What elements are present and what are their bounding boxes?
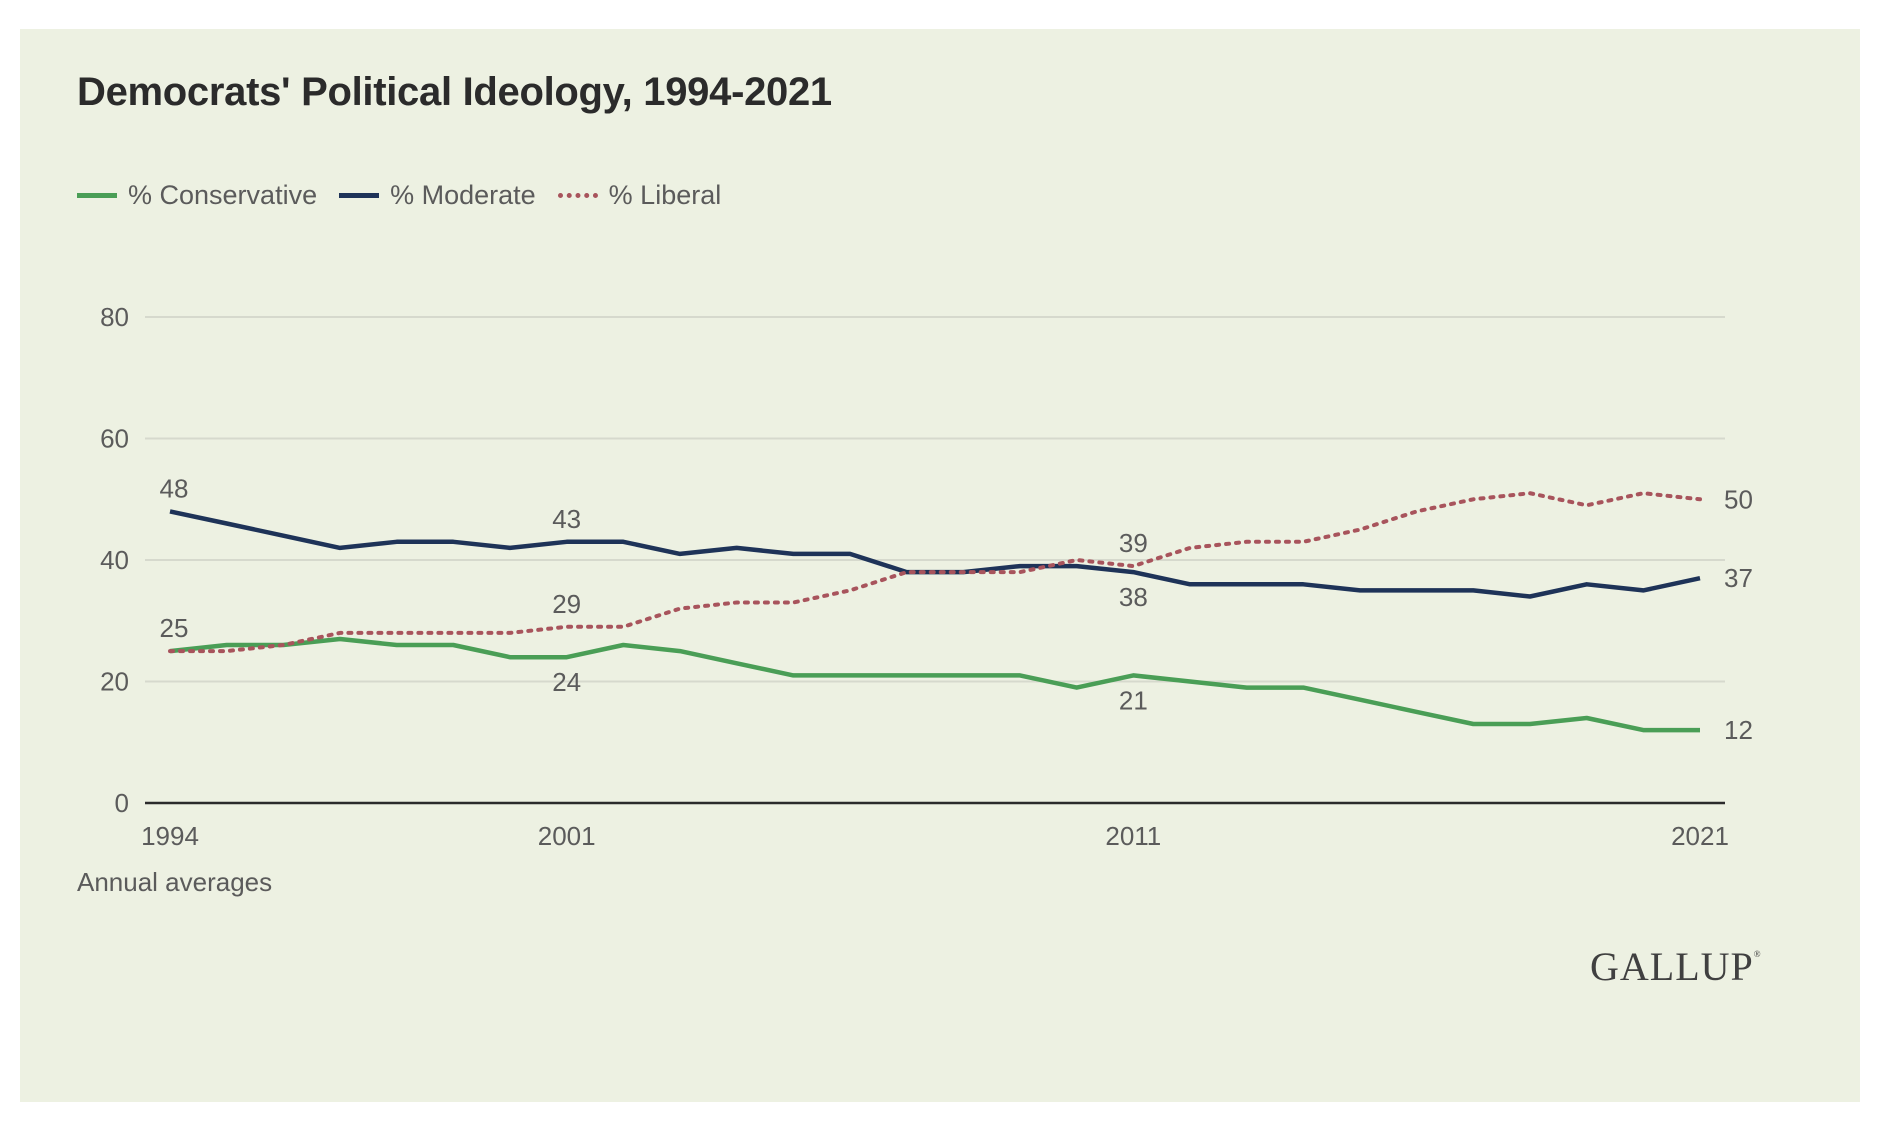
registered-mark: ®: [1753, 949, 1762, 959]
gallup-logo-text: GALLUP: [1590, 944, 1754, 989]
legend-swatch-moderate: [339, 193, 380, 198]
legend-item-liberal: % Liberal: [557, 180, 722, 211]
data-label-moderate-1994: 48: [160, 473, 189, 503]
legend-label-conservative: % Conservative: [128, 180, 318, 210]
legend-swatch-conservative: [77, 193, 117, 198]
legend-label-liberal: % Liberal: [608, 180, 722, 210]
legend: % Conservative % Moderate % Liberal: [77, 180, 743, 211]
chart-note: Annual averages: [77, 867, 273, 897]
data-label-conservative-1994: 25: [160, 613, 189, 643]
data-label-moderate-2021: 37: [1724, 563, 1753, 593]
data-label-liberal-2011: 39: [1119, 528, 1148, 558]
legend-item-conservative: % Conservative: [77, 180, 317, 211]
series-line-conservative: [169, 636, 1700, 733]
data-label-liberal-2001: 29: [552, 589, 581, 619]
chart-title: Democrats' Political Ideology, 1994-2021: [77, 70, 832, 114]
data-label-conservative-2001: 24: [552, 667, 581, 697]
data-label-moderate-2001: 43: [552, 504, 581, 534]
data-label-conservative-2021: 12: [1724, 715, 1753, 745]
data-label-conservative-2011: 21: [1119, 685, 1148, 715]
legend-item-moderate: % Moderate: [339, 180, 536, 211]
y-tick-label-60: 60: [100, 424, 129, 454]
series-line-moderate: [169, 509, 1701, 599]
x-tick-label-1994: 1994: [141, 821, 199, 851]
x-tick-label-2011: 2011: [1105, 821, 1161, 851]
gallup-logo: GALLUP®: [1590, 943, 1762, 990]
y-tick-label-20: 20: [100, 667, 129, 697]
data-labels: 25 24 21 12 48 43 38 37 29 39 50: [160, 473, 1753, 745]
data-label-liberal-2021: 50: [1724, 484, 1753, 514]
y-tick-label-40: 40: [100, 545, 129, 575]
chart-card: [20, 29, 1860, 1102]
legend-label-moderate: % Moderate: [390, 180, 536, 210]
data-label-moderate-2011: 38: [1119, 582, 1148, 612]
y-tick-label-80: 80: [100, 302, 129, 332]
gridlines: [145, 316, 1725, 805]
series-line-liberal: [168, 491, 1702, 654]
series-lines: [168, 491, 1702, 733]
axis-ticks: 0 20 40 60 80 1994 2001 2011 2021: [100, 302, 1729, 851]
x-tick-label-2001: 2001: [538, 821, 596, 851]
legend-swatch-liberal: [557, 193, 598, 198]
y-tick-label-0: 0: [115, 788, 129, 818]
x-tick-label-2021: 2021: [1671, 821, 1729, 851]
